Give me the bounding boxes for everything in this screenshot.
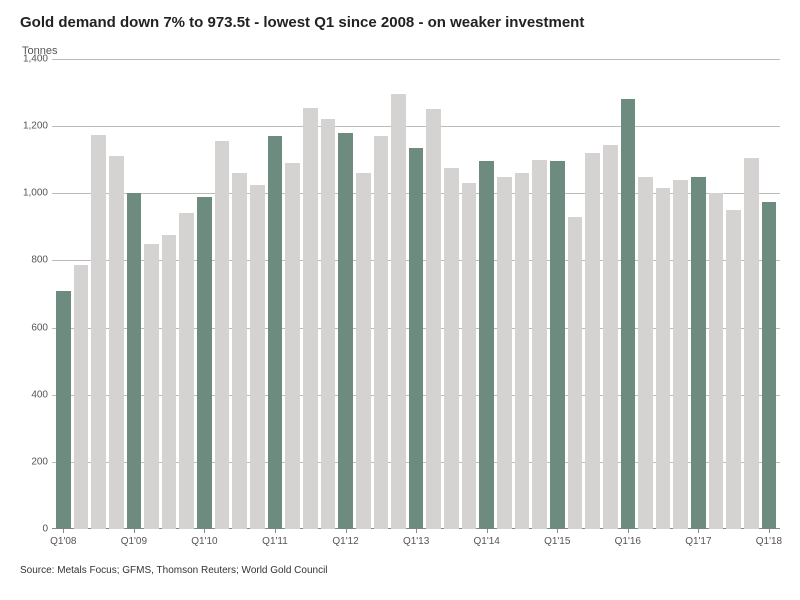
bar (532, 160, 547, 529)
bar-q1 (479, 161, 494, 529)
x-tick-label: Q1'10 (191, 536, 217, 547)
bar (74, 265, 89, 529)
bars-container (56, 59, 776, 529)
y-tick-label: 200 (18, 456, 48, 467)
x-tick-mark (63, 529, 64, 533)
x-tick-mark (628, 529, 629, 533)
bar (374, 136, 389, 529)
bar (109, 156, 124, 529)
bar (515, 173, 530, 529)
bar (162, 235, 177, 529)
bar (91, 135, 106, 529)
bar (568, 217, 583, 529)
bar (215, 141, 230, 529)
y-tick-label: 1,200 (18, 121, 48, 132)
bar (709, 193, 724, 529)
bar (144, 244, 159, 529)
bar-q1 (550, 161, 565, 529)
x-tick-mark (275, 529, 276, 533)
bar (603, 145, 618, 529)
x-tick-label: Q1'12 (332, 536, 358, 547)
bar (179, 213, 194, 529)
bar (232, 173, 247, 529)
x-tick-mark (698, 529, 699, 533)
bar (303, 108, 318, 529)
x-tick-mark (769, 529, 770, 533)
x-tick-mark (487, 529, 488, 533)
chart-plot-area: 02004006008001,0001,2001,400 Q1'08Q1'09Q… (52, 59, 780, 559)
bar (744, 158, 759, 529)
y-axis-label: Tonnes (22, 45, 780, 57)
y-tick-label: 0 (18, 524, 48, 535)
bar-q1 (56, 291, 71, 529)
y-tick-label: 800 (18, 255, 48, 266)
x-tick-label: Q1'17 (685, 536, 711, 547)
bar (726, 210, 741, 529)
bar (585, 153, 600, 529)
x-tick-label: Q1'18 (756, 536, 782, 547)
bar-q1 (338, 133, 353, 529)
bar (462, 183, 477, 529)
x-tick-mark (204, 529, 205, 533)
bar (356, 173, 371, 529)
bar (656, 188, 671, 529)
bar-q1 (197, 197, 212, 529)
x-tick-label: Q1'13 (403, 536, 429, 547)
bar (250, 185, 265, 529)
y-tick-label: 1,000 (18, 188, 48, 199)
x-tick-label: Q1'16 (615, 536, 641, 547)
x-tick-label: Q1'08 (50, 536, 76, 547)
y-tick-label: 1,400 (18, 54, 48, 65)
chart-title: Gold demand down 7% to 973.5t - lowest Q… (20, 14, 780, 31)
bar-q1 (691, 177, 706, 530)
x-tick-label: Q1'14 (474, 536, 500, 547)
bar (285, 163, 300, 529)
bar-q1 (621, 99, 636, 529)
x-tick-label: Q1'11 (262, 536, 288, 547)
y-tick-label: 600 (18, 322, 48, 333)
bar-q1 (409, 148, 424, 529)
bar (321, 119, 336, 529)
bar (391, 94, 406, 529)
bar (497, 177, 512, 530)
x-tick-mark (557, 529, 558, 533)
x-tick-mark (416, 529, 417, 533)
source-line: Source: Metals Focus; GFMS, Thomson Reut… (20, 565, 780, 576)
x-tick-label: Q1'09 (121, 536, 147, 547)
bar (638, 177, 653, 530)
bar-q1 (127, 193, 142, 529)
bar (444, 168, 459, 529)
bar-q1 (762, 202, 777, 529)
x-tick-mark (346, 529, 347, 533)
x-tick-label: Q1'15 (544, 536, 570, 547)
bar (673, 180, 688, 529)
bar-q1 (268, 136, 283, 529)
y-tick-label: 400 (18, 389, 48, 400)
x-tick-mark (134, 529, 135, 533)
bar (426, 109, 441, 529)
